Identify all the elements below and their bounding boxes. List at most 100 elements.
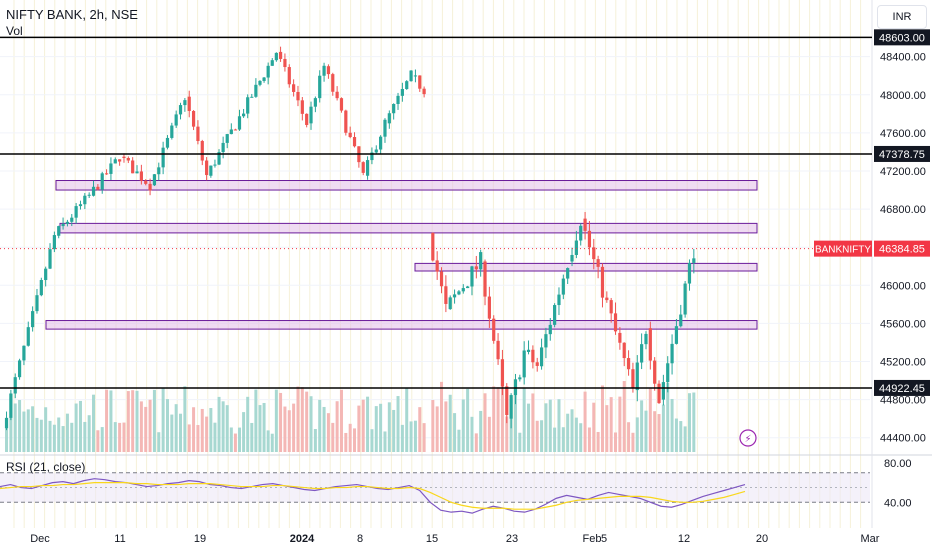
candle-body: [635, 362, 639, 391]
candle-body: [439, 271, 444, 287]
level-price-tag: [874, 29, 930, 46]
candle-body: [109, 163, 113, 174]
volume-bar: [279, 392, 283, 452]
time-axis-tick-label: 8: [357, 533, 363, 545]
volume-bar: [270, 433, 274, 452]
candle-body: [574, 240, 578, 255]
price-axis-tick-label: 44400.00: [880, 433, 926, 445]
volume-bar: [366, 396, 370, 452]
currency-button[interactable]: INR: [877, 5, 927, 29]
candle-body: [335, 91, 339, 99]
price-axis-tick-label: 47600.00: [880, 128, 926, 140]
volume-bar: [161, 388, 165, 452]
candle-body: [561, 278, 565, 295]
volume-bar: [635, 417, 639, 452]
time-axis-tick-label: 11: [114, 533, 125, 545]
volume-bar: [587, 427, 591, 452]
candle-body: [26, 327, 30, 346]
candle-body: [387, 113, 391, 124]
volume-bar: [26, 409, 30, 452]
price-axis-tick-label: 45200.00: [880, 357, 926, 369]
volume-bar: [670, 398, 674, 452]
volume-bar: [22, 411, 26, 452]
level-price-tag-label: 48603.00: [879, 32, 925, 44]
candle-body: [505, 386, 509, 416]
candle-body: [305, 113, 309, 125]
price-axis-tick-label: 48400.00: [880, 52, 926, 64]
volume-bar: [225, 405, 229, 452]
candle-body: [309, 106, 313, 124]
candle-body: [270, 60, 274, 66]
volume-bar: [535, 420, 539, 452]
volume-bar: [548, 399, 552, 452]
candle-body: [22, 345, 26, 361]
volume-bar: [605, 405, 609, 452]
time-axis-tick-label: 5: [601, 533, 607, 545]
candle-body: [352, 137, 357, 147]
candle-body: [161, 147, 165, 168]
volume-bar: [622, 381, 626, 452]
candle-body: [374, 149, 378, 153]
volume-bar: [233, 433, 237, 452]
volume-bar: [496, 387, 500, 452]
volume-bar: [274, 389, 278, 452]
candle-body: [570, 254, 574, 262]
candle-body: [518, 377, 522, 380]
candle-body: [148, 183, 152, 191]
volume-bar: [305, 391, 309, 452]
volume-bar: [618, 396, 622, 452]
volume-bar: [666, 382, 670, 452]
volume-bar: [229, 427, 233, 452]
candle-body: [57, 226, 61, 236]
candle-body: [539, 347, 544, 367]
time-axis-tick-label: 23: [506, 533, 518, 545]
volume-bar: [513, 389, 517, 452]
candle-body: [183, 100, 187, 106]
volume-bar: [370, 429, 374, 452]
volume-bar: [435, 406, 439, 452]
candle-body: [457, 291, 461, 295]
candle-body: [165, 137, 170, 148]
volume-bar: [242, 412, 246, 452]
volume-bar: [148, 399, 152, 452]
candle-body: [104, 173, 109, 175]
volume-bar: [18, 400, 22, 452]
time-axis-tick-label: Dec: [30, 533, 50, 545]
candle-body: [653, 360, 657, 384]
volume-bar: [335, 401, 339, 452]
candle-body: [91, 186, 96, 196]
candle-body: [9, 393, 13, 418]
price-axis-tick-label: 48000.00: [880, 90, 926, 102]
candle-body: [209, 165, 213, 176]
candle-body: [509, 395, 513, 419]
volume-bar: [165, 399, 169, 452]
candle-body: [535, 362, 539, 366]
candle-body: [83, 195, 87, 205]
price-axis-tick-label: 45600.00: [880, 318, 926, 330]
candle-body: [126, 158, 130, 161]
candle-body: [487, 296, 491, 319]
volume-bar: [313, 429, 317, 452]
volume-bar: [609, 397, 613, 452]
volume-bar: [557, 399, 561, 452]
level-price-tag-label: 47378.75: [879, 149, 925, 161]
candle-body: [500, 359, 505, 387]
volume-bar: [326, 413, 330, 452]
candle-body: [409, 70, 413, 82]
time-axis-tick-label: 20: [756, 533, 768, 545]
candle-body: [657, 383, 661, 404]
candle-body: [278, 51, 283, 59]
volume-bar: [122, 422, 126, 452]
volume-bar: [258, 405, 262, 452]
candle-body: [466, 286, 470, 289]
volume-bar: [105, 389, 109, 452]
candle-body: [379, 136, 383, 150]
support-resistance-zone: [59, 222, 758, 234]
volume-bar: [131, 390, 135, 452]
time-axis-tick-label: Feb: [583, 533, 602, 545]
support-resistance-zone: [55, 180, 758, 191]
candle-body: [296, 91, 300, 101]
volume-label: Vol: [6, 24, 23, 38]
volume-bar: [152, 389, 156, 452]
